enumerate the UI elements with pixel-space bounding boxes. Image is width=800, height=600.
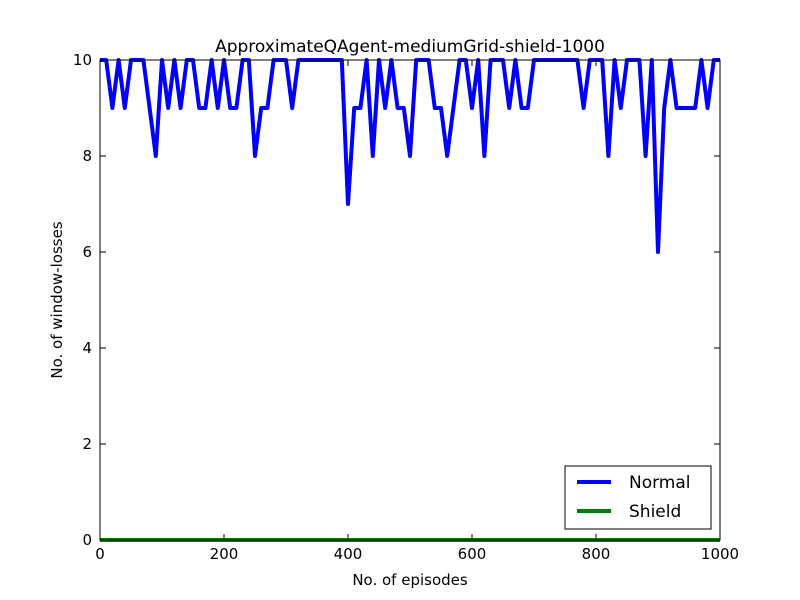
chart-title: ApproximateQAgent-mediumGrid-shield-1000 — [215, 37, 605, 57]
y-tick-label: 4 — [82, 339, 92, 357]
y-tick-label: 10 — [73, 51, 92, 69]
x-tick-label: 600 — [458, 545, 487, 563]
y-tick-label: 2 — [82, 435, 92, 453]
legend-box — [564, 465, 712, 530]
x-tick-label: 800 — [582, 545, 611, 563]
x-tick-label: 200 — [210, 545, 239, 563]
x-tick-label: 0 — [95, 545, 105, 563]
legend: Normal Shield — [564, 465, 712, 530]
x-tick-label: 1000 — [701, 545, 739, 563]
ticks-layer: 0 200 400 600 800 1000 0 2 4 6 8 10 — [73, 51, 739, 563]
plot-frame — [99, 59, 721, 541]
plot-area: 0 200 400 600 800 1000 0 2 4 6 8 10 — [73, 51, 739, 563]
legend-label-shield: Shield — [629, 502, 681, 522]
x-tick-label: 400 — [334, 545, 363, 563]
legend-label-normal: Normal — [629, 473, 691, 493]
y-tick-label: 0 — [82, 531, 92, 549]
y-tick-label: 8 — [82, 147, 92, 165]
y-tick-label: 6 — [82, 243, 92, 261]
legend-entries: Normal Shield — [577, 473, 691, 522]
series-line-normal — [100, 58, 720, 254]
y-axis-label: No. of window-losses — [48, 221, 66, 378]
x-axis-label: No. of episodes — [352, 571, 468, 589]
